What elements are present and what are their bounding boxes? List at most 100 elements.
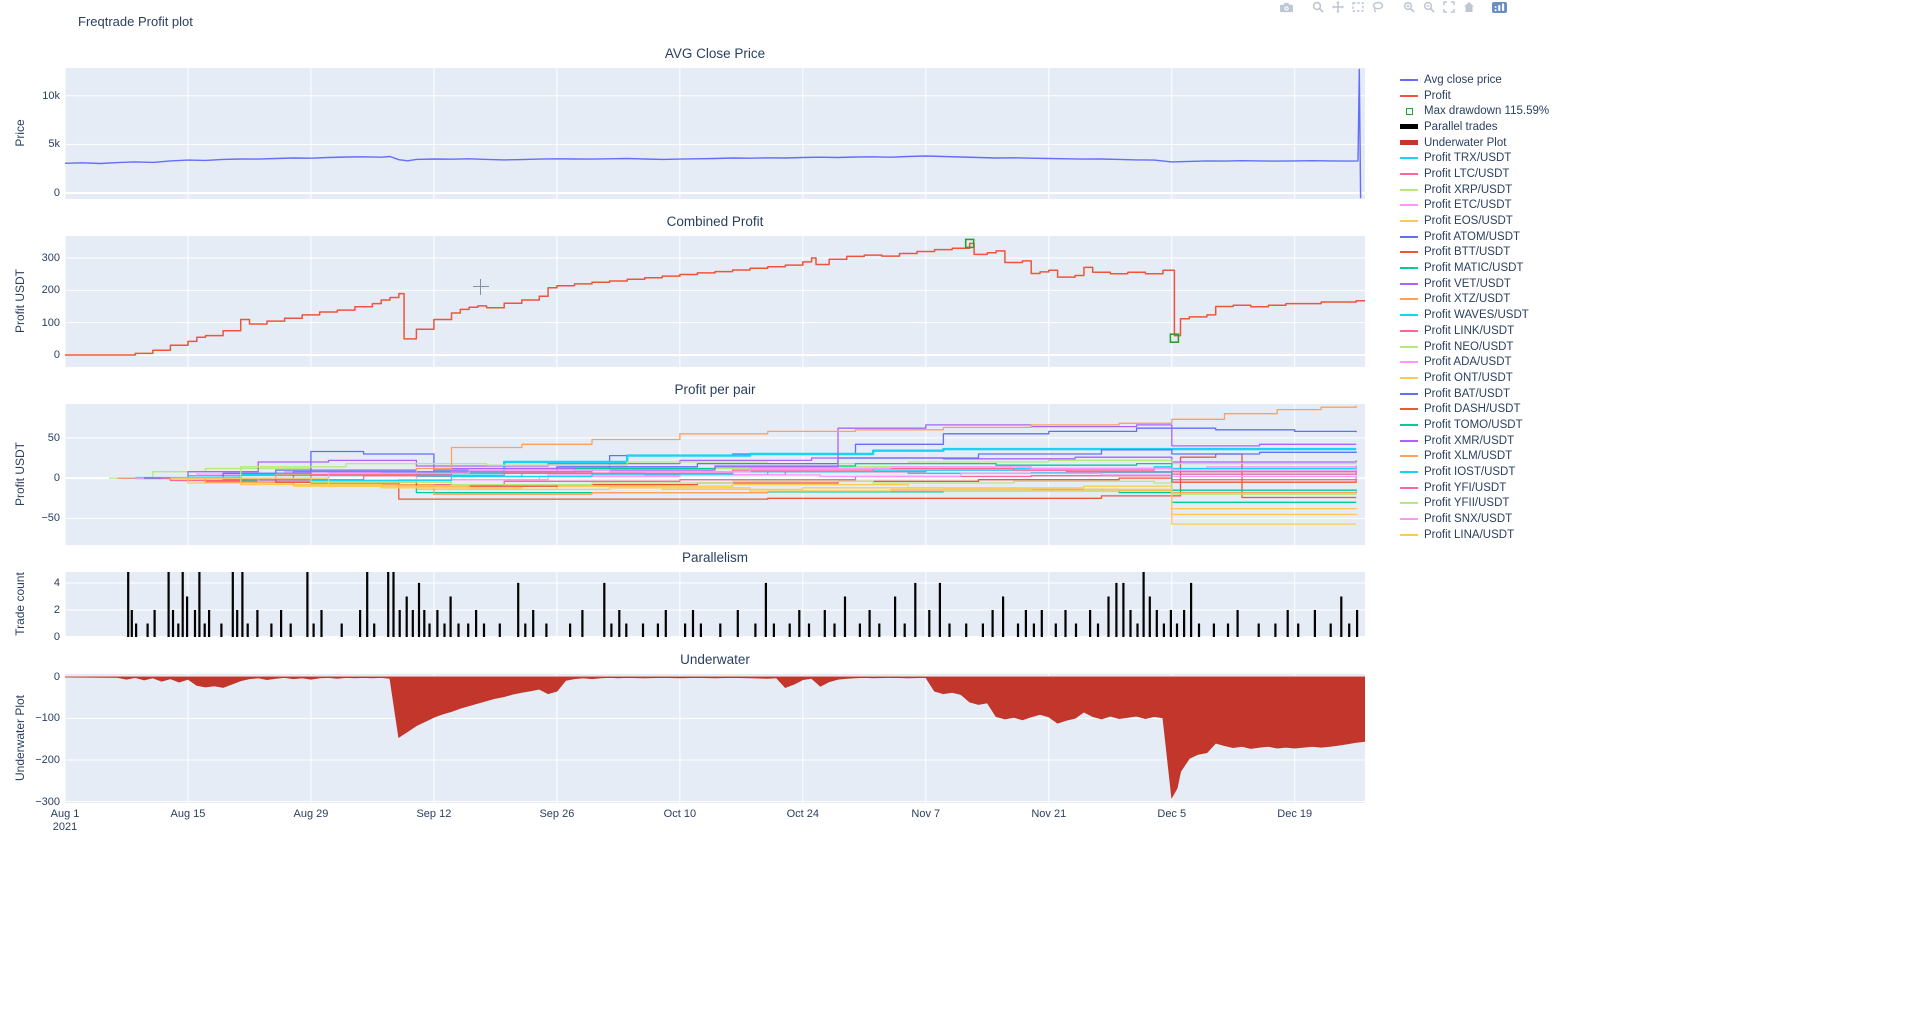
trade-count-bar [1183, 610, 1186, 637]
legend-item[interactable]: Profit BTT/USDT [1398, 245, 1549, 261]
trade-count-bar [736, 610, 739, 637]
subplot-profit-per-pair[interactable] [65, 404, 1365, 545]
legend-item[interactable]: Profit TRX/USDT [1398, 150, 1549, 166]
subplot-title-combined-profit: Combined Profit [666, 214, 764, 229]
legend-item[interactable]: Profit LINK/USDT [1398, 323, 1549, 339]
legend-label: Profit VET/USDT [1424, 277, 1511, 290]
series-snx-usdt [170, 466, 1357, 479]
legend-item[interactable]: Parallel trades [1398, 119, 1549, 135]
subplot-combined-profit[interactable] [65, 236, 1365, 367]
trade-count-bar [1190, 582, 1193, 637]
series-xmr-usdt [152, 424, 1357, 479]
legend-item[interactable]: Profit LINA/USDT [1398, 527, 1549, 543]
legend-item[interactable]: Profit YFII/USDT [1398, 496, 1549, 512]
legend-item[interactable]: Profit [1398, 88, 1549, 104]
legend-item[interactable]: Profit ETC/USDT [1398, 198, 1549, 214]
legend-item[interactable]: Profit SNX/USDT [1398, 511, 1549, 527]
legend-item[interactable]: Profit DASH/USDT [1398, 401, 1549, 417]
legend-item[interactable]: Profit VET/USDT [1398, 276, 1549, 292]
reset-axes-icon[interactable] [1461, 1, 1476, 13]
subplot-avg-close-price[interactable] [65, 68, 1365, 199]
legend-item[interactable]: Underwater Plot [1398, 135, 1549, 151]
y-tick-label: 300 [41, 251, 60, 264]
legend-label: Profit YFII/USDT [1424, 497, 1510, 510]
plot-canvas-3[interactable] [65, 572, 1365, 637]
legend-item[interactable]: Profit ATOM/USDT [1398, 229, 1549, 245]
legend-label: Profit BTT/USDT [1424, 246, 1511, 259]
legend-item[interactable]: Profit ADA/USDT [1398, 354, 1549, 370]
trade-count-bar [193, 610, 197, 637]
legend-label: Profit ADA/USDT [1424, 356, 1512, 369]
plot-canvas-1[interactable] [65, 236, 1365, 367]
trade-count-bar [256, 610, 259, 637]
trade-count-bar [475, 610, 478, 637]
trade-count-bar [1148, 596, 1151, 637]
trade-count-bar [198, 572, 201, 637]
legend-item[interactable]: Profit IOST/USDT [1398, 464, 1549, 480]
trade-count-bar [878, 623, 881, 637]
trade-count-bar [1274, 623, 1277, 637]
series-profit [65, 242, 1365, 356]
y-tick-label: 200 [41, 284, 60, 297]
legend-item[interactable]: Max drawdown 115.59% [1398, 103, 1549, 119]
legend-item[interactable]: Profit XMR/USDT [1398, 433, 1549, 449]
legend-item[interactable]: Profit XTZ/USDT [1398, 292, 1549, 308]
legend-item[interactable]: Profit YFI/USDT [1398, 480, 1549, 496]
series-neo-usdt [135, 459, 1357, 479]
subplot-parallelism[interactable] [65, 572, 1365, 637]
legend: Avg close price Profit Max drawdown 115.59… [1398, 72, 1549, 543]
zoom-out-icon[interactable] [1421, 1, 1436, 13]
trade-count-bar [1155, 610, 1158, 637]
legend-label: Profit [1424, 89, 1451, 102]
max-drawdown-marker [1169, 333, 1180, 343]
trade-count-bar [948, 623, 951, 637]
series-tomo-usdt [152, 462, 1357, 491]
legend-item[interactable]: Profit LTC/USDT [1398, 166, 1549, 182]
legend-label: Profit NEO/USDT [1424, 340, 1514, 353]
trade-count-bar [684, 623, 687, 637]
legend-item[interactable]: Profit TOMO/USDT [1398, 417, 1549, 433]
autoscale-icon[interactable] [1441, 1, 1456, 13]
legend-item[interactable]: Profit XLM/USDT [1398, 449, 1549, 465]
legend-label: Profit LINA/USDT [1424, 528, 1515, 541]
trade-count-bar [1054, 623, 1057, 637]
camera-icon[interactable] [1279, 1, 1294, 13]
pan-icon[interactable] [1330, 1, 1345, 13]
trade-count-bar [1286, 610, 1289, 637]
trade-count-bar [241, 572, 244, 637]
legend-item[interactable]: Avg close price [1398, 72, 1549, 88]
legend-swatch-line [1398, 157, 1420, 160]
trade-count-bar [603, 582, 606, 637]
modebar [1279, 1, 1507, 13]
legend-item[interactable]: Profit BAT/USDT [1398, 386, 1549, 402]
plot-canvas-0[interactable] [65, 68, 1365, 199]
trade-count-bar [1348, 623, 1351, 637]
legend-swatch-line [1398, 392, 1420, 395]
legend-item[interactable]: Profit ONT/USDT [1398, 370, 1549, 386]
zoom-in-icon[interactable] [1401, 1, 1416, 13]
y-tick-label: −50 [41, 512, 60, 525]
zoom-icon[interactable] [1310, 1, 1325, 13]
legend-item[interactable]: Profit XRP/USDT [1398, 182, 1549, 198]
series-lina-usdt [170, 477, 1357, 516]
legend-item[interactable]: Profit EOS/USDT [1398, 213, 1549, 229]
legend-label: Profit WAVES/USDT [1424, 309, 1529, 322]
legend-label: Profit ETC/USDT [1424, 199, 1512, 212]
legend-item[interactable]: Profit MATIC/USDT [1398, 260, 1549, 276]
legend-swatch-line [1398, 408, 1420, 411]
plot-canvas-2[interactable] [65, 404, 1365, 545]
x-tick-label: Oct 24 [786, 808, 820, 820]
lasso-select-icon[interactable] [1370, 1, 1385, 13]
legend-swatch-line [1398, 78, 1420, 81]
trade-count-bar [1096, 623, 1100, 637]
trade-count-bar [664, 610, 667, 637]
legend-item[interactable]: Profit WAVES/USDT [1398, 307, 1549, 323]
y-tick-label: 4 [53, 576, 60, 589]
plotly-logo-icon[interactable] [1492, 1, 1507, 13]
legend-item[interactable]: Profit NEO/USDT [1398, 339, 1549, 355]
box-select-icon[interactable] [1350, 1, 1365, 13]
subplot-underwater[interactable] [65, 674, 1365, 803]
trade-count-bar [545, 623, 548, 637]
legend-swatch-square [1398, 107, 1420, 115]
plot-canvas-4[interactable] [65, 674, 1365, 803]
